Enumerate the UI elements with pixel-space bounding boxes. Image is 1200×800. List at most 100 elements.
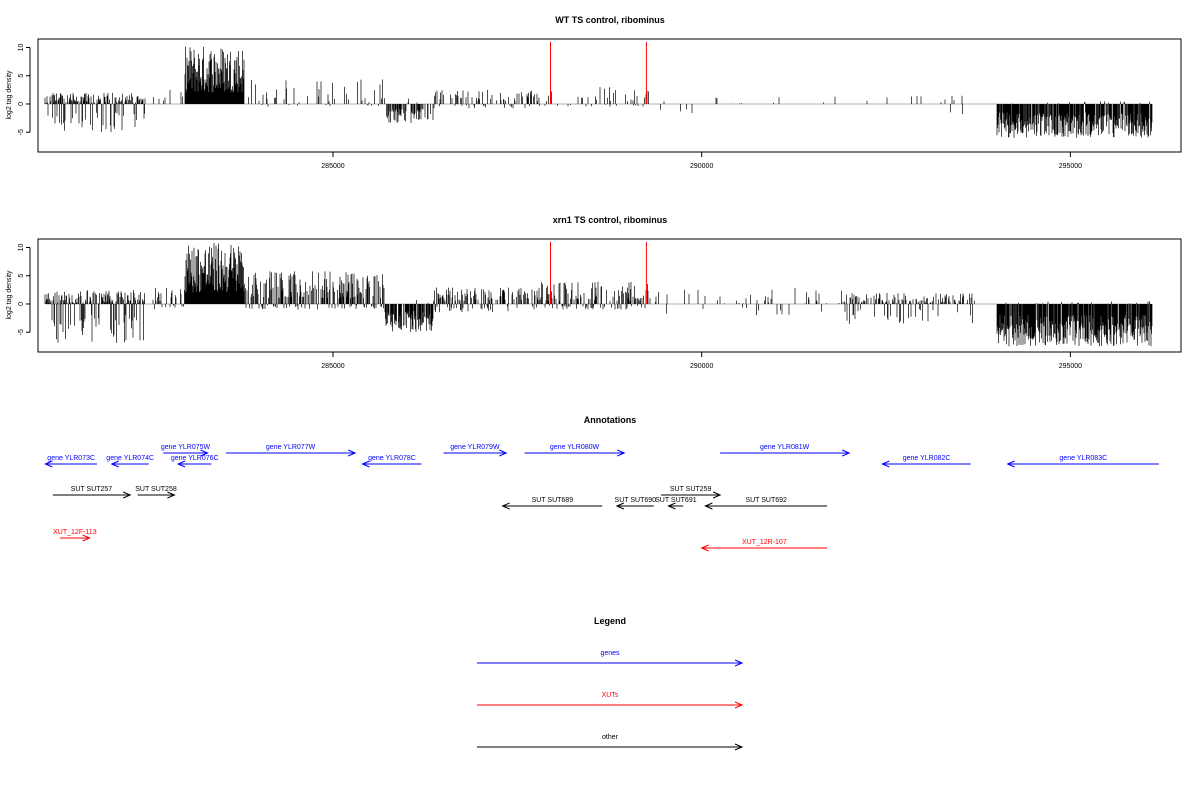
annotation-label: gene YLR081W bbox=[760, 444, 810, 451]
annotation-sut-sut689: SUT SUT689 bbox=[501, 497, 603, 510]
xrn1-plot-frame bbox=[37, 238, 1182, 353]
wt-x-axis: 285000 290000 295000 bbox=[321, 152, 1082, 170]
annotation-sut-sut258: SUT SUT258 bbox=[135, 486, 177, 499]
annotation-sut-sut692: SUT SUT692 bbox=[704, 497, 828, 510]
annotation-arrowhead bbox=[200, 449, 209, 457]
annotation-gene-ylr077w: gene YLR077W bbox=[226, 444, 357, 457]
wt-panel-title: WT TS control, ribominus bbox=[555, 15, 665, 25]
xrn1-x-axis: 285000 290000 295000 bbox=[321, 352, 1082, 370]
annotation-xut-12f-113: XUT_12F-113 bbox=[53, 529, 97, 542]
annotation-sut-sut691: SUT SUT691 bbox=[655, 497, 697, 510]
wt-density-signal bbox=[44, 46, 1153, 138]
wt-y-tick-label: -5 bbox=[18, 129, 25, 135]
wt-x-tick-label: 285000 bbox=[321, 163, 344, 170]
annotation-label: SUT SUT691 bbox=[655, 497, 697, 504]
annotation-gene-ylr074c: gene YLR074C bbox=[106, 455, 154, 468]
annotation-label: SUT SUT258 bbox=[135, 486, 177, 493]
annotation-arrowhead bbox=[122, 491, 132, 499]
annotation-features: gene YLR073C gene YLR074C gene YLR075W gene… bbox=[44, 444, 1159, 552]
annotation-sut-sut257: SUT SUT257 bbox=[52, 486, 132, 499]
xrn1-density-bars bbox=[44, 241, 1153, 347]
wt-density-bars bbox=[44, 41, 1153, 138]
annotation-arrowhead bbox=[499, 449, 508, 457]
annotation-label: gene YLR079W bbox=[450, 444, 500, 451]
annotation-arrowhead bbox=[110, 460, 119, 468]
annotation-gene-ylr076c: gene YLR076C bbox=[171, 455, 219, 468]
xrn1-x-tick-label: 295000 bbox=[1059, 363, 1082, 370]
legend-label: XUTs bbox=[602, 692, 619, 699]
annotation-gene-ylr082c: gene YLR082C bbox=[881, 455, 971, 468]
annotation-arrowhead bbox=[881, 460, 890, 468]
legend-item-xuts: XUTs bbox=[477, 692, 744, 709]
legend-label: other bbox=[602, 734, 619, 741]
annotation-label: XUT_12R-107 bbox=[742, 539, 787, 546]
annotation-label: SUT SUT259 bbox=[670, 486, 712, 493]
annotation-arrowhead bbox=[167, 491, 176, 499]
xrn1-x-tick-label: 285000 bbox=[321, 363, 344, 370]
annotation-arrowhead bbox=[1006, 460, 1015, 468]
annotation-gene-ylr081w: gene YLR081W bbox=[720, 444, 851, 457]
xrn1-y-tick-label: 5 bbox=[18, 274, 25, 278]
annotation-label: SUT SUT690 bbox=[615, 497, 657, 504]
annotation-gene-ylr083c: gene YLR083C bbox=[1006, 455, 1159, 468]
xrn1-y-axis: -5 0 5 10 bbox=[18, 243, 31, 335]
annotations-panel: Annotations gene YLR073C gene YLR074Cgene… bbox=[44, 415, 1159, 552]
annotation-sut-sut690: SUT SUT690 bbox=[615, 497, 657, 510]
annotation-arrowhead bbox=[347, 449, 357, 457]
legend-items: genes XUTs other bbox=[477, 650, 744, 751]
wt-x-tick-label: 290000 bbox=[690, 163, 713, 170]
annotation-arrowhead bbox=[617, 449, 626, 457]
annotation-label: gene YLR073C bbox=[47, 455, 95, 462]
annotation-arrowhead bbox=[667, 502, 676, 510]
annotation-xut-12r-107: XUT_12R-107 bbox=[700, 539, 828, 552]
xrn1-y-tick-label: -5 bbox=[18, 329, 25, 335]
annotation-gene-ylr075w: gene YLR075W bbox=[161, 444, 211, 457]
wt-plot-frame bbox=[37, 38, 1182, 153]
xrn1-y-axis-label: log2 tag density bbox=[6, 270, 13, 320]
annotation-arrowhead bbox=[700, 544, 709, 552]
annotation-label: gene YLR078C bbox=[368, 455, 416, 462]
legend-arrowhead bbox=[734, 701, 744, 709]
legend-item-other: other bbox=[477, 734, 744, 751]
annotation-label: SUT SUT692 bbox=[745, 497, 787, 504]
annotation-gene-ylr078c: gene YLR078C bbox=[361, 455, 422, 468]
annotation-arrowhead bbox=[501, 502, 510, 510]
xrn1-y-tick-label: 0 bbox=[18, 302, 25, 306]
annotation-arrowhead bbox=[704, 502, 713, 510]
annotations-title: Annotations bbox=[584, 415, 637, 425]
xrn1-x-tick-label: 290000 bbox=[690, 363, 713, 370]
annotation-label: gene YLR075W bbox=[161, 444, 211, 451]
xrn1-density-signal bbox=[44, 242, 1153, 347]
annotation-arrowhead bbox=[615, 502, 625, 510]
annotation-label: gene YLR076C bbox=[171, 455, 219, 462]
xrn1-y-tick-label: 10 bbox=[18, 243, 25, 251]
wt-y-tick-label: 10 bbox=[18, 43, 25, 51]
wt-y-tick-label: 0 bbox=[18, 102, 25, 106]
legend-label: genes bbox=[600, 650, 620, 657]
annotation-gene-ylr080w: gene YLR080W bbox=[524, 444, 626, 457]
xrn1-panel-title: xrn1 TS control, ribominus bbox=[553, 215, 668, 225]
annotation-label: gene YLR074C bbox=[106, 455, 154, 462]
xrn1-density-panel: xrn1 TS control, ribominus log2 tag dens… bbox=[6, 215, 1182, 370]
legend-arrowhead bbox=[734, 743, 744, 751]
annotation-sut-sut259: SUT SUT259 bbox=[661, 486, 722, 499]
annotation-label: gene YLR080W bbox=[550, 444, 600, 451]
annotation-gene-ylr079w: gene YLR079W bbox=[443, 444, 508, 457]
annotation-arrowhead bbox=[44, 460, 53, 468]
legend-panel: Legend genes XUTs other bbox=[477, 616, 744, 751]
annotation-label: XUT_12F-113 bbox=[53, 529, 97, 536]
annotation-label: gene YLR082C bbox=[903, 455, 951, 462]
wt-y-tick-label: 5 bbox=[18, 74, 25, 78]
annotation-label: SUT SUT257 bbox=[71, 486, 113, 493]
annotation-gene-ylr073c: gene YLR073C bbox=[44, 455, 97, 468]
annotation-arrowhead bbox=[176, 460, 186, 468]
annotation-label: gene YLR077W bbox=[266, 444, 316, 451]
annotation-arrowhead bbox=[712, 491, 722, 499]
wt-y-axis-label: log2 tag density bbox=[6, 70, 13, 120]
annotation-arrowhead bbox=[82, 534, 91, 542]
annotation-arrowhead bbox=[361, 460, 370, 468]
annotation-label: SUT SUT689 bbox=[532, 497, 574, 504]
wt-x-tick-label: 295000 bbox=[1059, 163, 1082, 170]
annotation-label: gene YLR083C bbox=[1059, 455, 1107, 462]
